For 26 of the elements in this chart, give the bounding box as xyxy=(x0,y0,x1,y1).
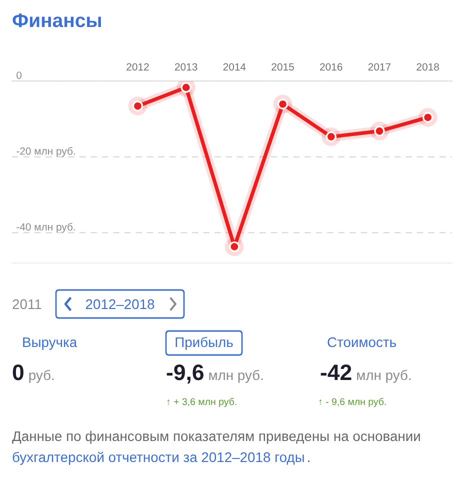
text: Данные по финансовым показателям приведены на основании xyxy=(12,430,420,444)
text: 2011 xyxy=(12,299,42,310)
x-tick-label: 2018 xyxy=(416,63,439,71)
text: Прибыль xyxy=(176,336,233,350)
text: млн руб. xyxy=(357,370,411,383)
text: -42 xyxy=(320,364,352,380)
text: 2012–2018 xyxy=(86,299,154,310)
text: -9,6 xyxy=(166,364,204,384)
x-tick-label: 2016 xyxy=(320,63,342,71)
text: руб. xyxy=(29,370,54,383)
x-tick-label: 2014 xyxy=(223,63,246,71)
text: млн руб. xyxy=(209,370,263,383)
x-tick-label: 2013 xyxy=(175,63,198,71)
text: . xyxy=(308,460,310,462)
text: ↑ - 9,6 млн руб. xyxy=(319,398,386,408)
y-tick-label: -20 млн руб. xyxy=(16,147,75,157)
chart-title: Финансы xyxy=(12,14,101,28)
text: Выручка xyxy=(23,337,78,350)
x-tick-label: 2015 xyxy=(272,63,294,71)
text: Стоимость xyxy=(328,337,396,348)
text: бухгалтерской отчетности за 2012–2018 годы xyxy=(12,452,304,465)
text: ↑ + 3,6 млн руб. xyxy=(167,398,236,408)
x-tick-label: 2017 xyxy=(368,63,391,71)
y-tick-label: 0 xyxy=(16,72,22,79)
y-tick-label: -40 млн руб. xyxy=(16,222,75,233)
x-tick-label: 2012 xyxy=(126,63,149,71)
